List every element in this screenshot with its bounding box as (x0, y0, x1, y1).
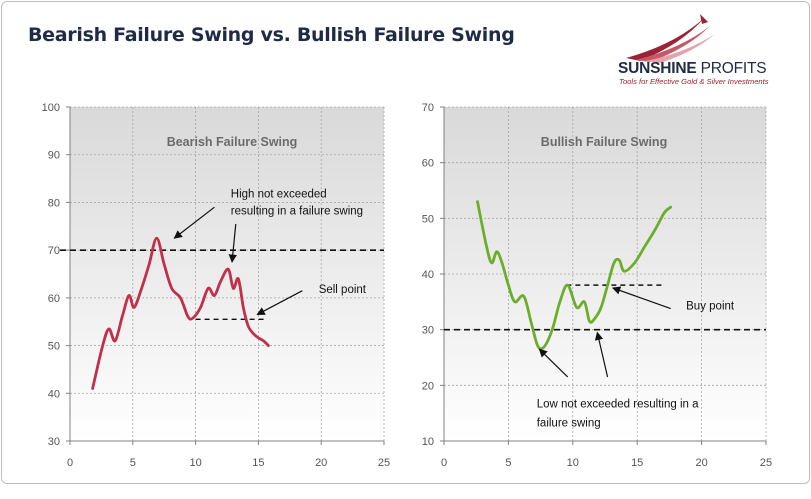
reference-lines (60, 249, 384, 321)
reference-lines (444, 284, 766, 331)
annotation-arrow (228, 223, 237, 263)
y-tick-label: 50 (48, 341, 60, 353)
annotations: High not exceeded resulting in a failure … (231, 189, 367, 296)
annotation-text: resulting in a failure swing (231, 205, 363, 217)
annotation-text: failure swing (537, 418, 601, 430)
annotation-arrow (594, 331, 609, 378)
logo-name: SUNSHINE PROFITS (618, 60, 767, 77)
y-tick-label: 30 (48, 436, 60, 448)
annotations: Buy point Low not exceeded resulting in a… (537, 301, 735, 430)
tick-labels: 0 5 10 15 20 25 30 40 50 60 70 80 90 100 (42, 102, 390, 469)
annotation-arrow (538, 348, 569, 378)
tick-labels: 0 5 10 15 20 25 10 20 30 40 50 60 70 (422, 102, 772, 469)
x-tick-label: 0 (441, 457, 447, 469)
plot-area-background (70, 107, 384, 441)
annotation-text: Buy point (686, 301, 735, 313)
sunshine-profits-logo (626, 14, 715, 63)
series (91, 236, 270, 390)
y-tick-label: 40 (48, 388, 60, 400)
chart-title: Bullish Failure Swing (541, 135, 667, 149)
series-line (476, 200, 673, 351)
y-tick-label: 70 (48, 245, 60, 257)
x-tick-label: 0 (67, 457, 73, 469)
axes (66, 106, 385, 445)
annotation-arrow (611, 286, 671, 310)
arrows (538, 286, 671, 378)
x-tick-label: 5 (505, 457, 511, 469)
arrows (173, 206, 303, 316)
y-tick-label: 20 (422, 380, 434, 392)
bearish-failure-swing-chart: 0 5 10 15 20 25 30 40 50 60 70 80 90 100 Bearish Fail… (42, 102, 390, 469)
x-tick-label: 10 (567, 457, 579, 469)
x-tick-label: 25 (760, 457, 772, 469)
x-tick-label: 5 (130, 457, 136, 469)
y-tick-label: 90 (48, 150, 60, 162)
chart-title: Bearish Failure Swing (167, 135, 298, 149)
annotation-text: High not exceeded (231, 189, 327, 201)
y-tick-label: 30 (422, 325, 434, 337)
y-tick-label: 60 (48, 293, 60, 305)
y-tick-label: 80 (48, 197, 60, 209)
y-tick-label: 50 (422, 213, 434, 225)
y-tick-label: 100 (42, 102, 60, 114)
axes (440, 106, 767, 445)
y-tick-label: 40 (422, 269, 434, 281)
annotation-arrow (256, 290, 303, 316)
page-title: Bearish Failure Swing vs. Bullish Failur… (28, 24, 515, 46)
y-tick-label: 70 (422, 102, 434, 114)
annotation-text: Low not exceeded resulting in a (537, 399, 699, 411)
x-tick-label: 15 (252, 457, 264, 469)
logo-tagline: Tools for Effective Gold & Silver Invest… (619, 77, 769, 86)
annotation-text: Sell point (319, 284, 367, 296)
grid (444, 106, 767, 441)
x-tick-label: 25 (378, 457, 390, 469)
y-tick-label: 60 (422, 158, 434, 170)
annotation-arrow (173, 206, 215, 239)
series (476, 200, 673, 351)
x-tick-label: 20 (315, 457, 327, 469)
y-tick-label: 10 (422, 436, 434, 448)
series-line (91, 236, 270, 390)
x-tick-label: 15 (631, 457, 643, 469)
x-tick-label: 10 (189, 457, 201, 469)
x-tick-label: 20 (695, 457, 707, 469)
